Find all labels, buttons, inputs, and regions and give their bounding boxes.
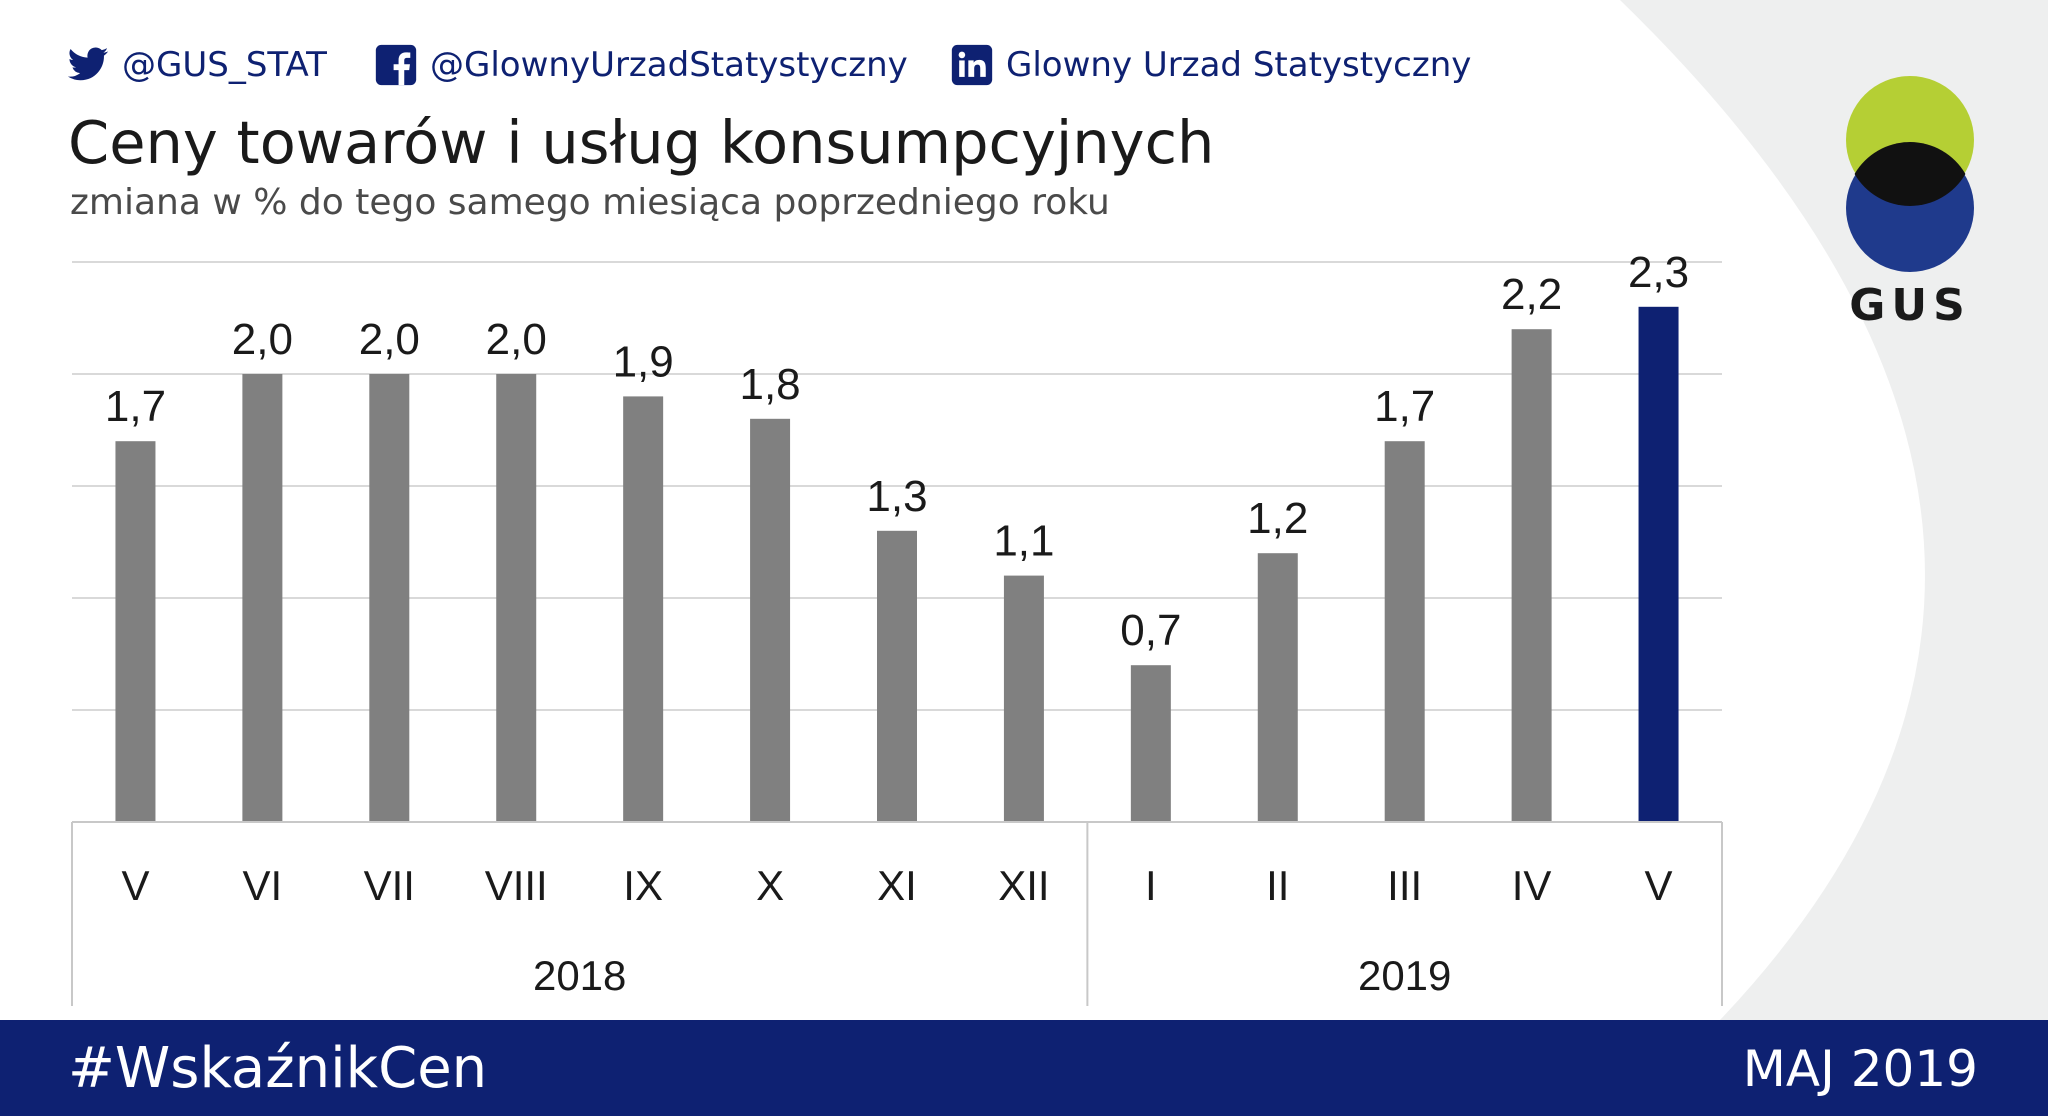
data-label: 1,2 (1247, 494, 1308, 543)
bar (496, 374, 537, 822)
bar (1257, 553, 1298, 822)
bar (115, 441, 156, 822)
gus-logo (1846, 76, 1974, 272)
data-label: 1,7 (105, 382, 166, 431)
x-tick-label: IV (1512, 862, 1552, 909)
gus-logo-text: GUS (1849, 280, 1971, 331)
chart-title: Ceny towarów i usług konsumpcyjnych (68, 108, 1215, 177)
data-label: 2,2 (1501, 270, 1562, 319)
data-label: 1,7 (1374, 382, 1435, 431)
linkedin-icon (951, 44, 993, 86)
data-label: 0,7 (1120, 606, 1181, 655)
footer-date: MAJ 2019 (1742, 1040, 1978, 1098)
bar (1638, 306, 1679, 822)
data-label: 1,9 (613, 337, 674, 386)
x-tick-label: III (1387, 862, 1422, 909)
bar (750, 418, 791, 822)
x-tick-label: II (1266, 862, 1289, 909)
year-label: 2019 (1358, 952, 1451, 999)
bar (1511, 329, 1552, 822)
data-label: 1,8 (739, 360, 800, 409)
data-label: 2,0 (486, 315, 547, 364)
x-tick-label: VIII (485, 862, 548, 909)
x-tick-label: XI (877, 862, 917, 909)
x-tick-label: V (1645, 862, 1673, 909)
x-tick-label: I (1145, 862, 1157, 909)
twitter-handle-text: @GUS_STAT (122, 45, 327, 85)
data-label: 1,1 (993, 517, 1054, 566)
bar (1003, 575, 1044, 822)
x-tick-label: V (121, 862, 149, 909)
bar (623, 396, 664, 822)
footer-hashtag[interactable]: #WskaźnikCen (68, 1036, 488, 1101)
data-label: 2,0 (232, 315, 293, 364)
facebook-handle-text: @GlownyUrzadStatystyczny (430, 45, 908, 85)
facebook-handle[interactable]: @GlownyUrzadStatystyczny (374, 40, 908, 90)
x-tick-label: VII (364, 862, 415, 909)
x-tick-label: X (756, 862, 784, 909)
chart-subtitle: zmiana w % do tego samego miesiąca poprz… (70, 182, 1110, 223)
bars (115, 306, 1679, 822)
data-label: 1,3 (866, 472, 927, 521)
x-tick-label: XII (998, 862, 1049, 909)
x-tick-label: VI (243, 862, 283, 909)
bar (877, 530, 917, 822)
data-labels: 1,7 2,0 2,0 2,0 1,9 1,8 1,3 1,1 0,7 1,2 1,7 2,2 2,3 (105, 248, 1689, 655)
footer-bar (0, 1020, 2048, 1116)
linkedin-handle-text: Glowny Urzad Statystyczny (1006, 45, 1472, 85)
data-label: 2,0 (359, 315, 420, 364)
twitter-icon (67, 47, 109, 81)
bar (369, 374, 410, 822)
year-label: 2018 (533, 952, 626, 999)
twitter-handle[interactable]: @GUS_STAT (66, 40, 327, 90)
data-label: 2,3 (1628, 248, 1689, 297)
bar (1384, 441, 1425, 822)
x-tick-label: IX (623, 862, 663, 909)
bar (242, 374, 283, 822)
bar (1130, 665, 1171, 822)
linkedin-handle[interactable]: Glowny Urzad Statystyczny (950, 40, 1471, 90)
facebook-icon (375, 44, 417, 86)
